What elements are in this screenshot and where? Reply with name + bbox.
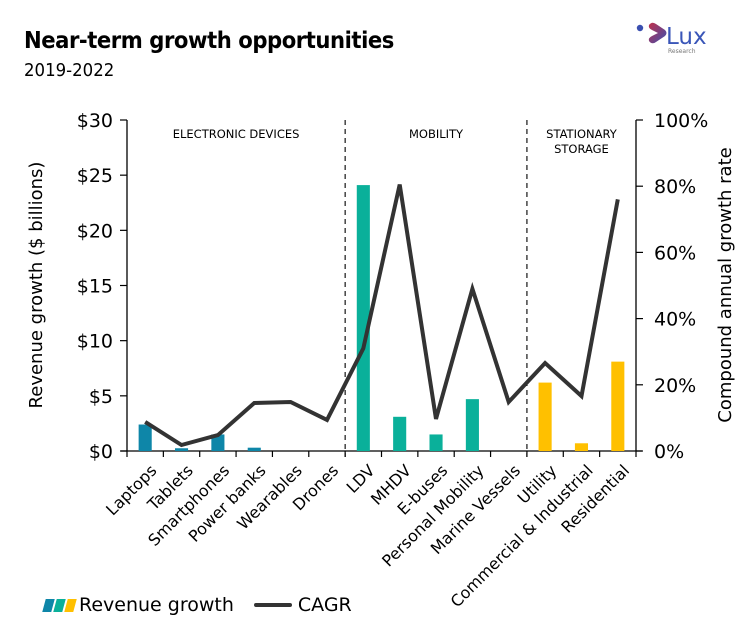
group-label: ELECTRONIC DEVICES — [173, 127, 300, 141]
y-right-tick-label: 0% — [654, 441, 684, 463]
cagr-legend-swatch — [253, 603, 292, 607]
y-right-tick-label: 20% — [654, 375, 696, 397]
cagr-line — [144, 184, 620, 448]
revenue-bar-residential — [611, 361, 625, 451]
chart-legend: Revenue growth CAGR — [42, 592, 352, 618]
revenue-bar-ldv — [356, 185, 370, 451]
group-label: STATIONARY — [546, 127, 618, 141]
logo-subtext: Research — [668, 48, 696, 55]
revenue-bar-laptops — [138, 424, 152, 451]
revenue-bar-tablets — [174, 448, 189, 451]
y-left-tick-label: $5 — [89, 386, 113, 408]
group-label: MOBILITY — [409, 127, 464, 141]
y-left-tick-label: $0 — [89, 441, 113, 463]
y-right-tick-label: 60% — [654, 242, 696, 264]
y-axis-right-title: Compound annual growth rate — [715, 147, 736, 422]
logo-mark-icon — [648, 22, 667, 44]
group-label: STORAGE — [554, 142, 609, 156]
x-tick-label: Laptops — [102, 461, 160, 519]
y-left-tick-label: $25 — [77, 165, 113, 187]
revenue-bar-power-banks — [247, 447, 261, 451]
legend-label-revenue-growth: Revenue growth — [79, 594, 234, 616]
y-left-tick-label: $10 — [77, 331, 113, 353]
revenue-growth-legend-swatch — [42, 598, 77, 612]
revenue-bar-mhdv — [393, 416, 407, 451]
y-axis-left-title: Revenue growth ($ billions) — [26, 162, 47, 409]
revenue-bar-commercial-industrial — [574, 443, 589, 451]
logo-text: Lux — [666, 24, 707, 50]
y-left-tick-label: $30 — [77, 110, 113, 132]
revenue-bar-personal-mobility — [465, 399, 479, 451]
revenue-bar-smartphones — [211, 434, 225, 451]
y-right-tick-label: 80% — [654, 176, 696, 198]
y-left-tick-label: $15 — [77, 276, 113, 298]
swatch-storage — [64, 598, 77, 612]
legend-label-cagr: CAGR — [297, 594, 352, 616]
y-right-tick-label: 100% — [654, 110, 708, 132]
logo-dot-icon — [636, 24, 644, 32]
y-right-tick-label: 40% — [654, 309, 696, 331]
chart-subtitle: 2019-2022 — [24, 60, 115, 81]
lux-research-logo: Lux Research — [636, 22, 707, 55]
revenue-bar-e-buses — [429, 434, 443, 451]
revenue-bar-utility — [538, 382, 552, 451]
y-left-tick-label: $20 — [77, 220, 113, 242]
chart-title: Near-term growth opportunities — [24, 28, 394, 54]
